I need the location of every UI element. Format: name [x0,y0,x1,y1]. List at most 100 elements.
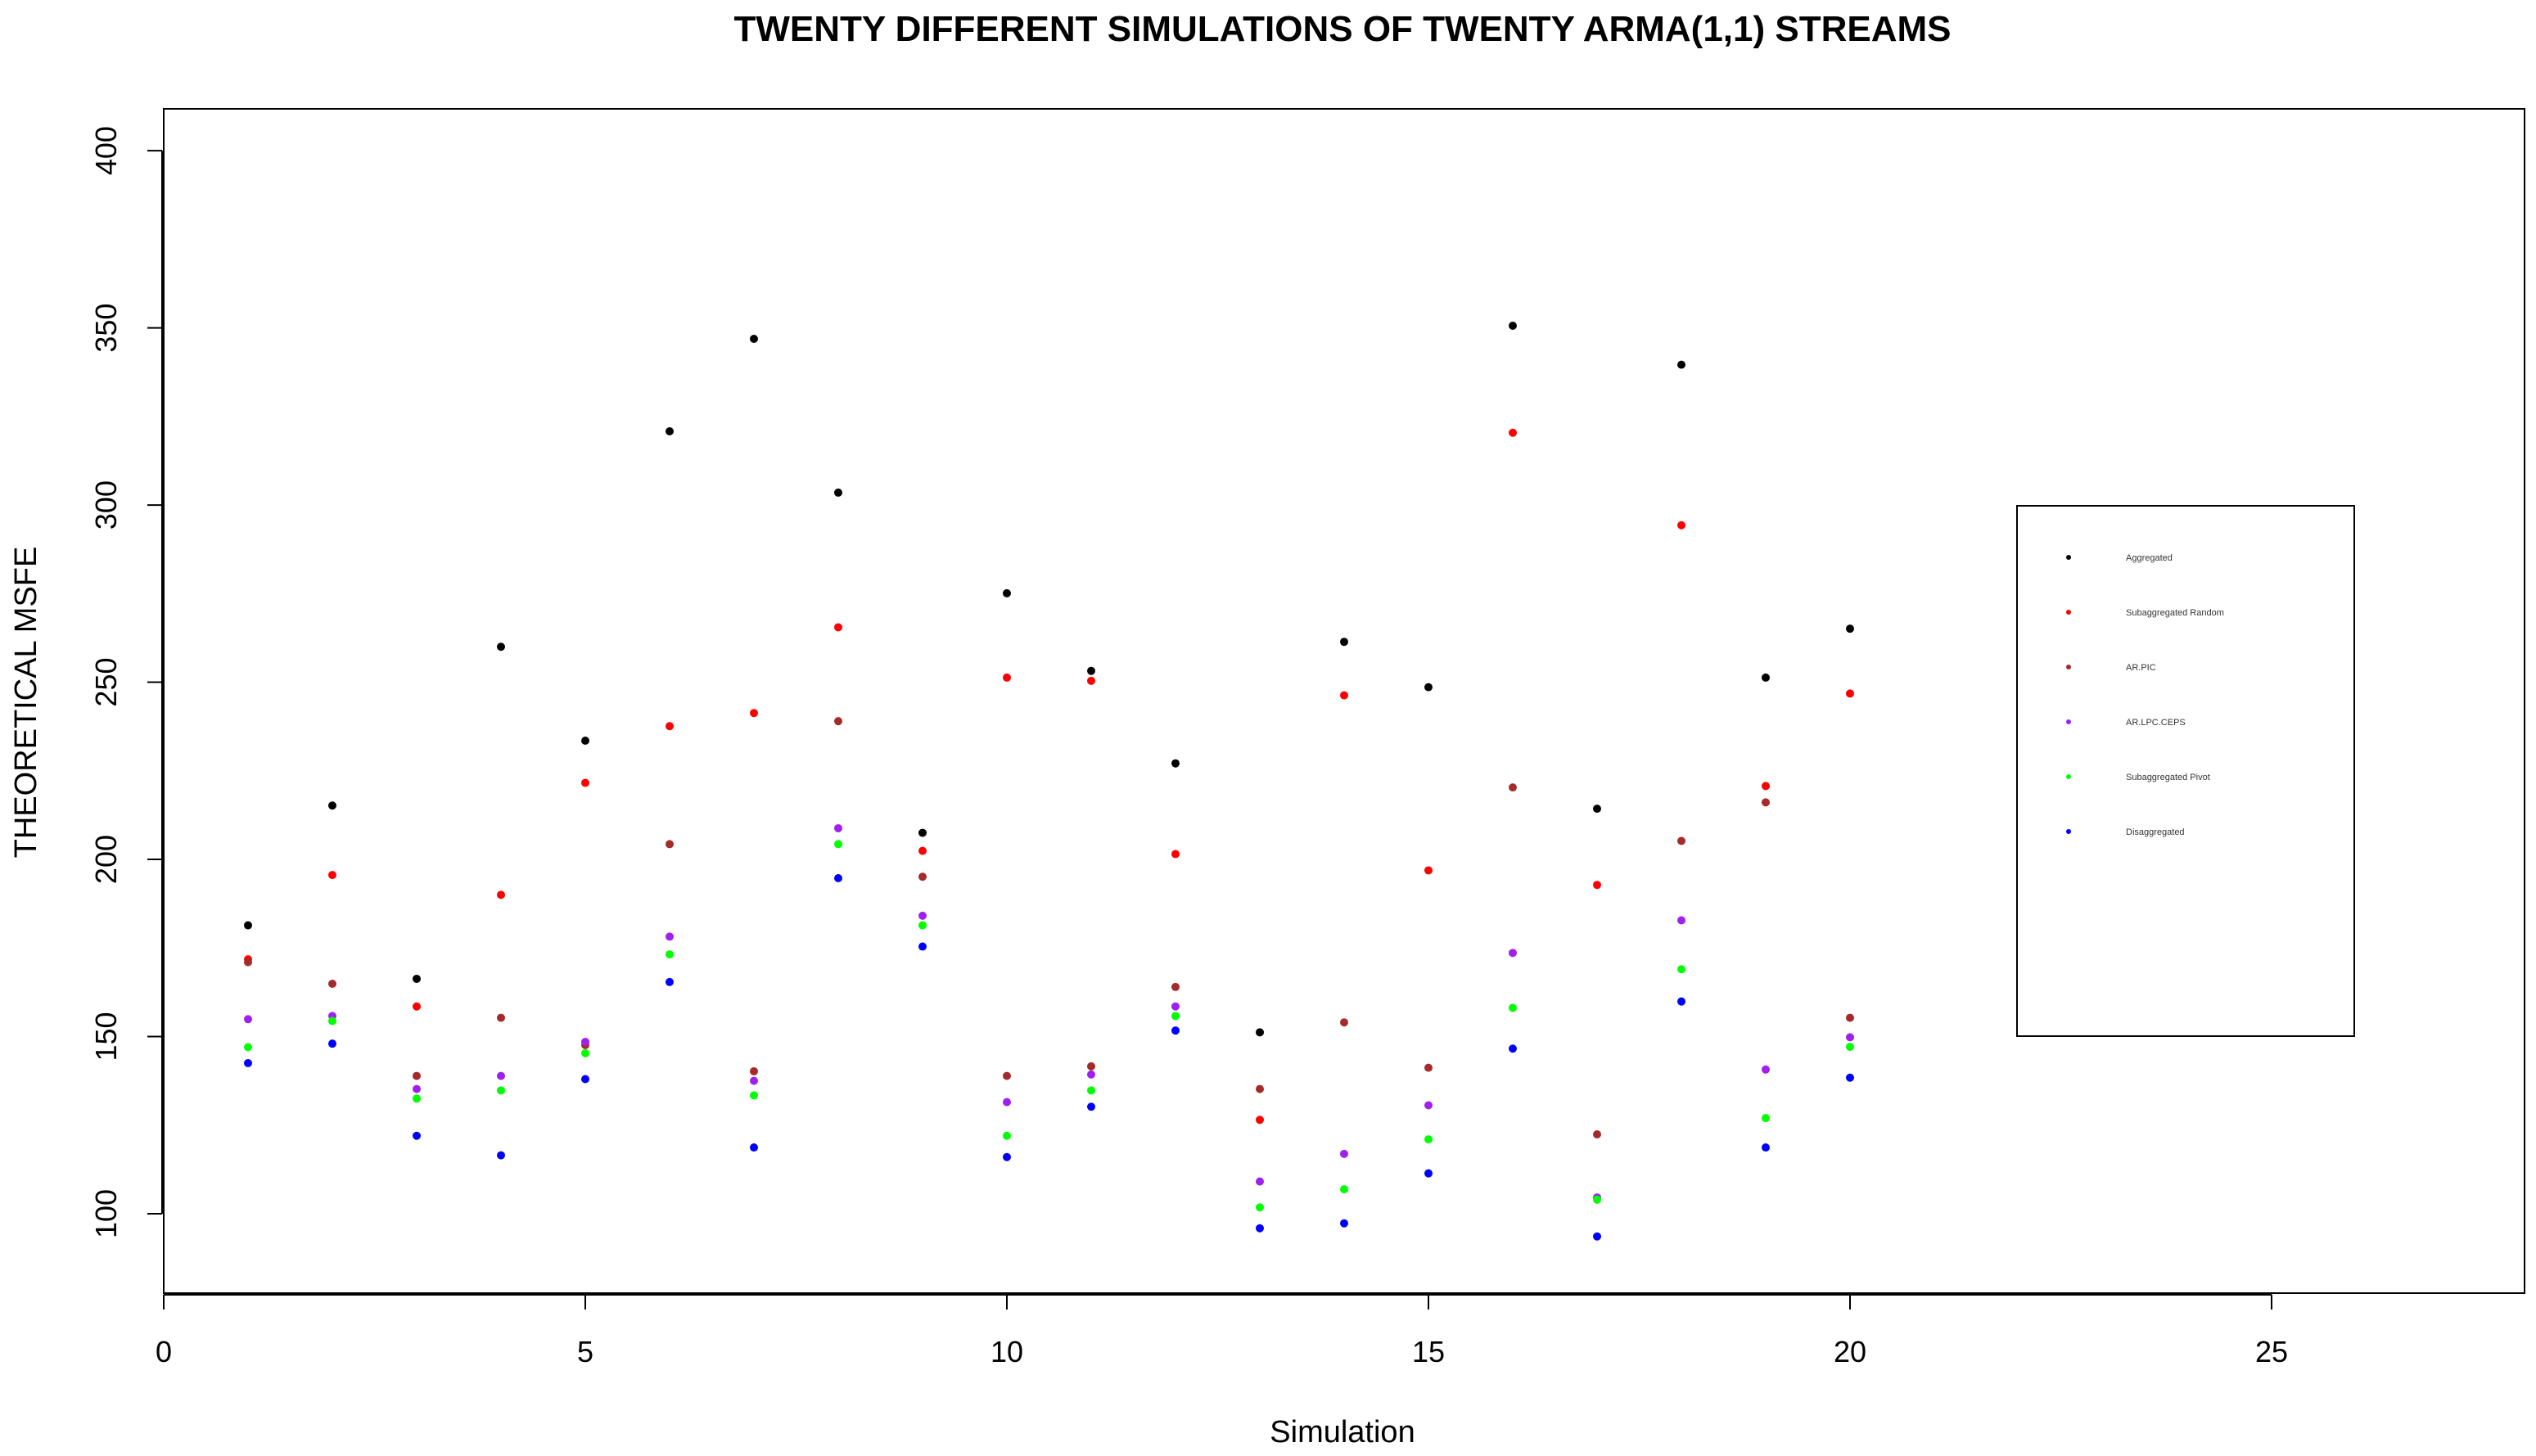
data-point [1087,666,1095,675]
data-point [328,980,336,989]
x-tick-label: 15 [1412,1335,1445,1368]
data-point [1762,782,1770,791]
data-point [1846,624,1854,633]
data-point [1171,1012,1180,1021]
legend-marker [2066,774,2071,779]
data-point [1509,783,1517,792]
series-subaggregated-random [244,428,1854,1125]
data-point [244,921,252,930]
data-point [1677,360,1685,369]
data-point [1762,798,1770,807]
legend-label: AR.LPC.CEPS [2126,718,2186,728]
legend-marker [2066,555,2071,560]
data-point [1846,689,1854,698]
data-point [750,709,758,718]
data-point [666,932,674,941]
data-point [750,1091,758,1100]
data-point [666,722,674,731]
series-ar-lpc-ceps [244,823,1854,1202]
data-point [750,335,758,344]
data-point [666,977,674,986]
data-point [1087,1070,1095,1079]
data-point [1677,965,1685,974]
data-point [1087,1086,1095,1095]
data-point [1424,1063,1433,1072]
data-point [581,1038,589,1047]
y-tick-label: 350 [89,304,123,353]
data-point [1171,982,1180,991]
data-point [666,950,674,959]
data-points [244,321,1854,1241]
data-point [1256,1028,1264,1037]
legend-item: Disaggregated [2066,827,2185,837]
data-point [834,873,842,882]
x-tick-label: 0 [156,1335,172,1368]
data-point [918,828,927,837]
data-point [413,1131,421,1140]
y-tick-label: 300 [89,480,123,530]
legend-label: Subaggregated Random [2126,608,2224,618]
data-point [328,1039,336,1048]
data-point [1677,997,1685,1006]
data-point [1846,1073,1854,1082]
data-point [328,871,336,880]
data-point [1087,676,1095,685]
data-point [581,736,589,745]
data-point [1509,321,1517,330]
data-point [834,823,842,832]
data-point [1256,1224,1264,1233]
data-point [834,488,842,497]
data-point [666,840,674,849]
data-point [1593,1130,1601,1139]
series-ar-pic [244,717,1854,1139]
y-tick-label: 200 [89,835,123,884]
data-point [497,890,505,899]
legend-item: Aggregated [2066,553,2173,563]
data-point [497,1086,505,1095]
data-point [1424,683,1433,692]
data-point [1593,1195,1601,1204]
plot-frame [163,108,2525,1294]
y-tick-label: 400 [89,126,123,175]
data-point [244,1043,252,1052]
data-point [1171,759,1180,768]
legend-label: AR.PIC [2126,663,2156,673]
data-point [244,958,252,967]
data-point [1424,1135,1433,1144]
data-point [918,942,927,951]
legend-label: Subaggregated Pivot [2126,773,2210,782]
data-point [750,1066,758,1075]
legend-box [2016,505,2355,1037]
data-point [1677,836,1685,845]
y-tick-label: 100 [89,1189,123,1238]
legend-item: AR.LPC.CEPS [2066,718,2186,728]
data-point [413,1002,421,1011]
data-point [1762,1143,1770,1152]
legend-label: Aggregated [2126,553,2173,563]
data-point [1424,1101,1433,1110]
data-point [1171,850,1180,859]
data-point [1003,1131,1011,1140]
y-tick-label: 250 [89,658,123,707]
data-point [1256,1084,1264,1093]
data-point [834,717,842,726]
data-point [1340,1219,1348,1228]
series-aggregated [244,321,1854,1037]
legend-item: Subaggregated Pivot [2066,773,2210,782]
data-point [1087,1062,1095,1071]
legend-item: AR.PIC [2066,663,2156,673]
series-disaggregated [244,873,1854,1241]
data-point [918,911,927,920]
data-point [497,1071,505,1080]
data-point [1509,1044,1517,1053]
data-point [1424,866,1433,875]
data-point [666,427,674,436]
data-point [581,778,589,787]
data-point [1256,1203,1264,1212]
data-point [1256,1116,1264,1125]
data-point [581,1075,589,1084]
data-point [497,642,505,651]
x-tick-label: 10 [990,1335,1023,1368]
data-point [244,1058,252,1067]
x-tick-label: 25 [2255,1335,2288,1368]
